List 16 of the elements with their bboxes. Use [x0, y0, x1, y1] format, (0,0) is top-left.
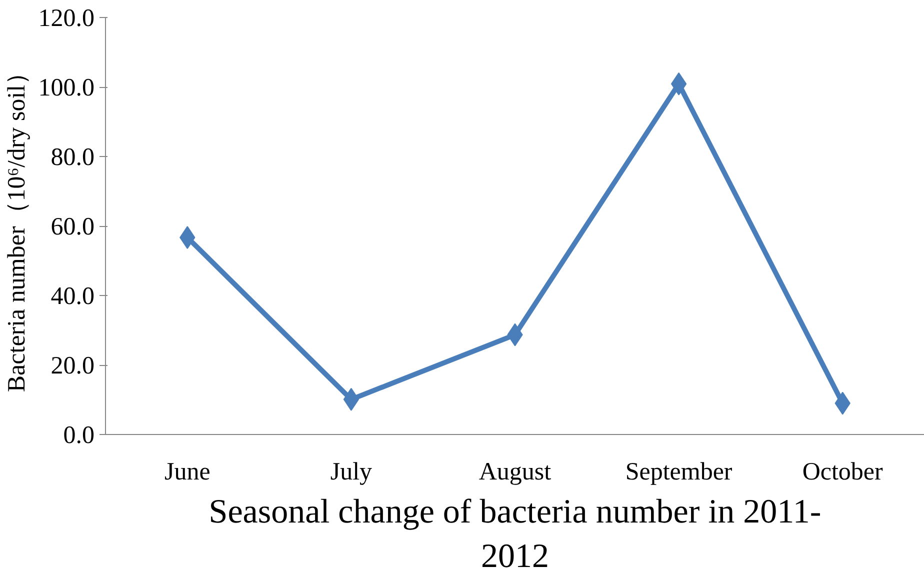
point — [343, 388, 360, 411]
y-tick-label: 0.0 — [63, 422, 94, 449]
y-axis-title: Bacteria number（10⁶/dry soil） — [3, 60, 30, 392]
y-tick-label: 60.0 — [50, 214, 94, 240]
y-tick-label: 80.0 — [50, 144, 94, 171]
y-tick-label: 20.0 — [50, 352, 94, 380]
x-axis-title: Seasonal change of bacteria number in 2011- 2012 — [208, 494, 822, 575]
x-tick-label: July — [330, 458, 373, 486]
point — [670, 72, 687, 96]
x-tick-label: October — [802, 458, 884, 486]
x-tick-label: August — [478, 458, 552, 486]
x-tick-label: June — [164, 458, 210, 486]
y-tick-label: 120.0 — [38, 5, 94, 32]
y-tick-label: 40.0 — [50, 283, 94, 310]
y-tick-label: 100.0 — [38, 74, 94, 102]
x-tick-label: September — [625, 458, 733, 486]
